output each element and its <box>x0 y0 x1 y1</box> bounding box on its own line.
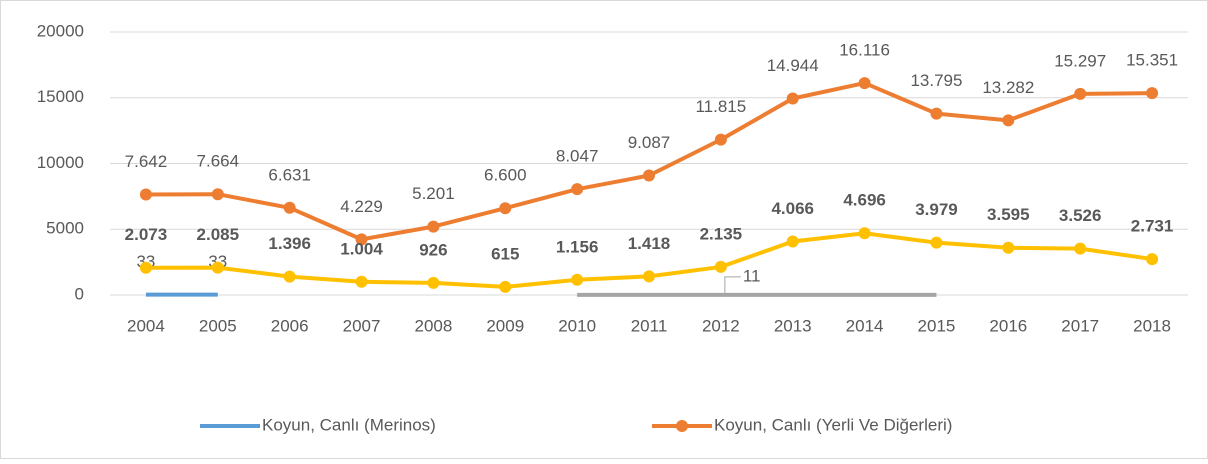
marker <box>571 273 584 286</box>
data-label: 14.944 <box>767 56 819 75</box>
marker <box>211 261 224 274</box>
x-tick-label: 2009 <box>486 316 524 335</box>
x-tick-label: 2014 <box>846 316 884 335</box>
data-label: 615 <box>491 244 519 263</box>
legend-marker <box>676 420 688 432</box>
data-label: 8.047 <box>556 147 599 166</box>
x-tick-label: 2015 <box>918 316 956 335</box>
marker <box>427 220 440 233</box>
marker <box>714 260 727 273</box>
data-label: 6.600 <box>484 166 527 185</box>
x-tick-label: 2018 <box>1133 316 1171 335</box>
legend-label: Koyun, Canlı (Merinos) <box>262 415 436 434</box>
data-label: 13.282 <box>982 78 1034 97</box>
marker <box>1002 241 1015 254</box>
y-tick-label: 15000 <box>37 87 84 106</box>
data-label: 2.731 <box>1131 217 1174 236</box>
data-label: 3.526 <box>1059 206 1102 225</box>
data-label: 13.795 <box>910 71 962 90</box>
data-label: 2.085 <box>197 225 240 244</box>
data-label: 4.066 <box>771 199 814 218</box>
x-tick-label: 2005 <box>199 316 237 335</box>
data-label: 4.696 <box>843 191 886 210</box>
marker <box>499 202 512 215</box>
data-label: 3.595 <box>987 205 1030 224</box>
marker <box>355 275 368 288</box>
marker <box>355 233 368 246</box>
marker <box>930 107 943 120</box>
x-tick-label: 2013 <box>774 316 812 335</box>
marker <box>139 261 152 274</box>
data-label: 1.156 <box>556 237 599 256</box>
data-label: 926 <box>419 240 447 259</box>
marker <box>1146 87 1159 100</box>
y-tick-label: 20000 <box>37 21 84 40</box>
data-label: 15.351 <box>1126 51 1178 70</box>
x-tick-label: 2006 <box>271 316 309 335</box>
marker <box>1074 242 1087 255</box>
x-tick-label: 2004 <box>127 316 165 335</box>
data-label: 1.418 <box>628 234 671 253</box>
marker <box>786 92 799 105</box>
marker <box>1146 253 1159 266</box>
leader-line <box>724 276 741 295</box>
x-tick-label: 2017 <box>1061 316 1099 335</box>
data-label: 11.815 <box>695 97 746 116</box>
marker <box>571 183 584 196</box>
data-label: 1.396 <box>268 234 311 253</box>
marker <box>643 169 655 182</box>
marker <box>858 77 871 90</box>
x-tick-label: 2007 <box>343 316 381 335</box>
data-label: 9.087 <box>628 133 671 152</box>
data-label: 7.642 <box>125 152 168 171</box>
data-label: 4.229 <box>340 197 383 216</box>
marker <box>211 188 224 201</box>
data-label: 11 <box>743 266 761 285</box>
marker <box>930 236 943 249</box>
marker <box>283 201 296 214</box>
marker <box>786 235 799 248</box>
data-label: 2.073 <box>125 225 168 244</box>
marker <box>139 188 152 201</box>
data-label: 1.004 <box>340 239 383 258</box>
x-tick-label: 2016 <box>989 316 1027 335</box>
data-label: 2.135 <box>700 224 743 243</box>
x-tick-label: 2012 <box>702 316 740 335</box>
data-label: 15.297 <box>1054 51 1106 70</box>
marker <box>499 280 512 293</box>
y-tick-label: 0 <box>75 284 84 303</box>
marker <box>643 270 655 283</box>
marker <box>1074 87 1087 100</box>
marker <box>858 227 871 240</box>
x-tick-label: 2011 <box>631 316 668 335</box>
x-tick-label: 2008 <box>414 316 452 335</box>
data-label: 6.631 <box>268 165 311 184</box>
marker <box>427 276 440 289</box>
x-tick-label: 2010 <box>558 316 596 335</box>
data-label: 7.664 <box>197 152 240 171</box>
legend-label: Koyun, Canlı (Yerli Ve Diğerleri) <box>714 415 952 434</box>
data-label: 5.201 <box>412 184 455 203</box>
data-label: 16.116 <box>839 41 890 60</box>
marker <box>714 133 727 146</box>
marker <box>283 270 296 283</box>
data-label: 3.979 <box>915 200 958 219</box>
marker <box>1002 114 1015 127</box>
y-tick-label: 5000 <box>46 219 84 238</box>
y-tick-label: 10000 <box>37 153 84 172</box>
